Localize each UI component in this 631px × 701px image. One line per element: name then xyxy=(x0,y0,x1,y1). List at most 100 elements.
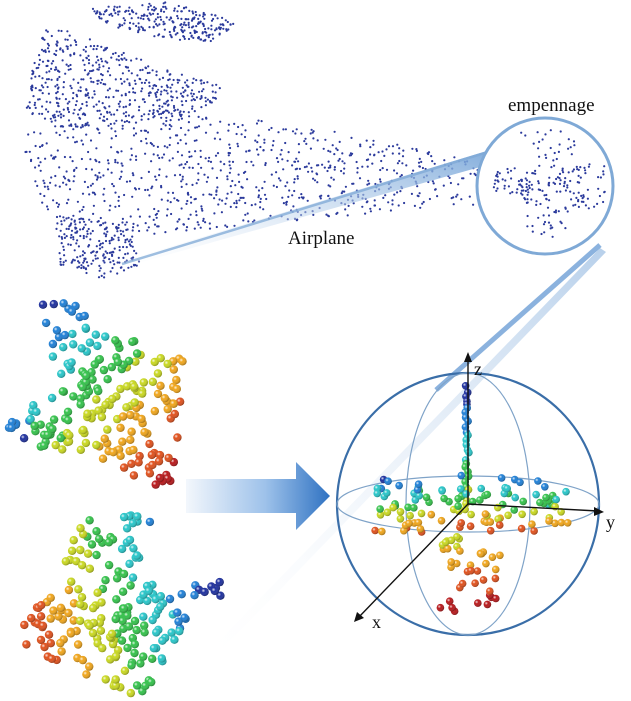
cloud-point xyxy=(241,124,244,127)
sphere-point-shade xyxy=(95,618,105,627)
cloud-point xyxy=(132,127,135,130)
sphere-point-shade xyxy=(169,399,178,408)
cloud-point xyxy=(59,229,62,232)
cloud-point xyxy=(129,158,132,161)
cloud-point xyxy=(351,182,354,185)
sphere-point-shade xyxy=(111,652,121,661)
cloud-point xyxy=(87,58,91,62)
cloud-point xyxy=(602,200,605,204)
cloud-point xyxy=(115,119,118,122)
sphere-point-shade xyxy=(126,688,135,698)
sphere-point-shade xyxy=(476,496,484,504)
cloud-point xyxy=(134,91,137,94)
cloud-point xyxy=(280,149,283,152)
cloud-point xyxy=(497,180,500,183)
sphere-point-shade xyxy=(118,587,128,596)
sphere-point-shade xyxy=(116,423,125,432)
cloud-point xyxy=(149,4,152,7)
cloud-point xyxy=(45,108,48,111)
sphere-point-shade xyxy=(41,318,51,328)
cloud-point xyxy=(158,174,161,177)
cloud-point xyxy=(271,144,274,147)
cloud-point xyxy=(275,171,278,174)
cloud-point xyxy=(400,174,403,177)
cloud-point xyxy=(268,128,271,131)
cloud-point xyxy=(188,150,191,153)
cloud-point xyxy=(112,185,115,188)
cloud-point xyxy=(186,199,189,203)
cloud-point xyxy=(32,70,35,73)
sphere-point-shade xyxy=(466,561,475,569)
cloud-point xyxy=(579,176,582,179)
cloud-point xyxy=(189,31,192,35)
cloud-point xyxy=(130,59,133,62)
cloud-point xyxy=(174,228,178,231)
cloud-point xyxy=(226,175,229,178)
cloud-point xyxy=(432,182,435,185)
cloud-point xyxy=(106,70,109,73)
cloud-point xyxy=(104,235,107,238)
cloud-point xyxy=(65,63,68,66)
cloud-point xyxy=(72,136,75,139)
cloud-point xyxy=(152,25,155,28)
cloud-point xyxy=(121,221,124,224)
cloud-point xyxy=(575,165,578,168)
cloud-point xyxy=(87,227,90,231)
cloud-point xyxy=(140,115,143,118)
cloud-point xyxy=(45,71,48,74)
cloud-point xyxy=(30,77,33,80)
cloud-point xyxy=(148,2,151,5)
sphere-point-shade xyxy=(170,409,179,419)
cloud-point xyxy=(85,101,88,104)
cloud-point xyxy=(260,120,263,123)
cloud-point xyxy=(111,14,114,17)
cloud-point xyxy=(143,100,146,104)
cloud-point xyxy=(336,148,339,152)
cloud-point xyxy=(405,164,408,167)
cloud-point xyxy=(352,202,355,205)
cloud-point xyxy=(204,30,207,33)
cloud-point xyxy=(139,69,142,72)
cloud-point xyxy=(56,222,59,225)
sphere-point-shade xyxy=(100,434,109,443)
cloud-point xyxy=(559,130,562,133)
cloud-point xyxy=(160,85,163,88)
sphere-point-shade xyxy=(75,616,85,625)
sphere-point-shade xyxy=(46,639,55,648)
cloud-point xyxy=(200,95,203,98)
cloud-point xyxy=(146,71,149,75)
cloud-point xyxy=(137,109,141,112)
sphere-point-shade xyxy=(79,425,88,435)
cloud-point xyxy=(224,19,227,22)
cloud-point xyxy=(74,141,77,144)
cloud-point xyxy=(178,164,181,167)
cloud-point xyxy=(572,192,575,195)
sphere-point-shade xyxy=(73,640,83,649)
cloud-point xyxy=(138,215,141,218)
cloud-point xyxy=(180,154,184,157)
cloud-point xyxy=(89,184,93,187)
cloud-point xyxy=(204,104,207,107)
sphere-point-shade xyxy=(69,599,79,608)
cloud-point xyxy=(66,47,69,51)
cloud-point xyxy=(118,63,121,67)
cloud-point xyxy=(525,186,528,189)
cloud-point xyxy=(291,194,294,197)
cloud-point xyxy=(230,191,233,194)
sphere-point-shade xyxy=(118,437,127,446)
cloud-point xyxy=(291,164,294,167)
cloud-point xyxy=(116,261,119,264)
cloud-point xyxy=(573,144,576,147)
cloud-point xyxy=(517,180,521,183)
sphere-point-shade xyxy=(145,439,154,449)
cloud-point xyxy=(88,218,91,221)
cloud-point xyxy=(85,104,88,107)
cloud-point xyxy=(598,194,602,198)
sphere-point-shade xyxy=(471,579,479,587)
cloud-point xyxy=(66,102,69,105)
cloud-point xyxy=(69,63,72,67)
cloud-point xyxy=(554,209,558,212)
cloud-point xyxy=(282,128,285,131)
cloud-point xyxy=(147,170,150,173)
cloud-point xyxy=(448,176,451,179)
